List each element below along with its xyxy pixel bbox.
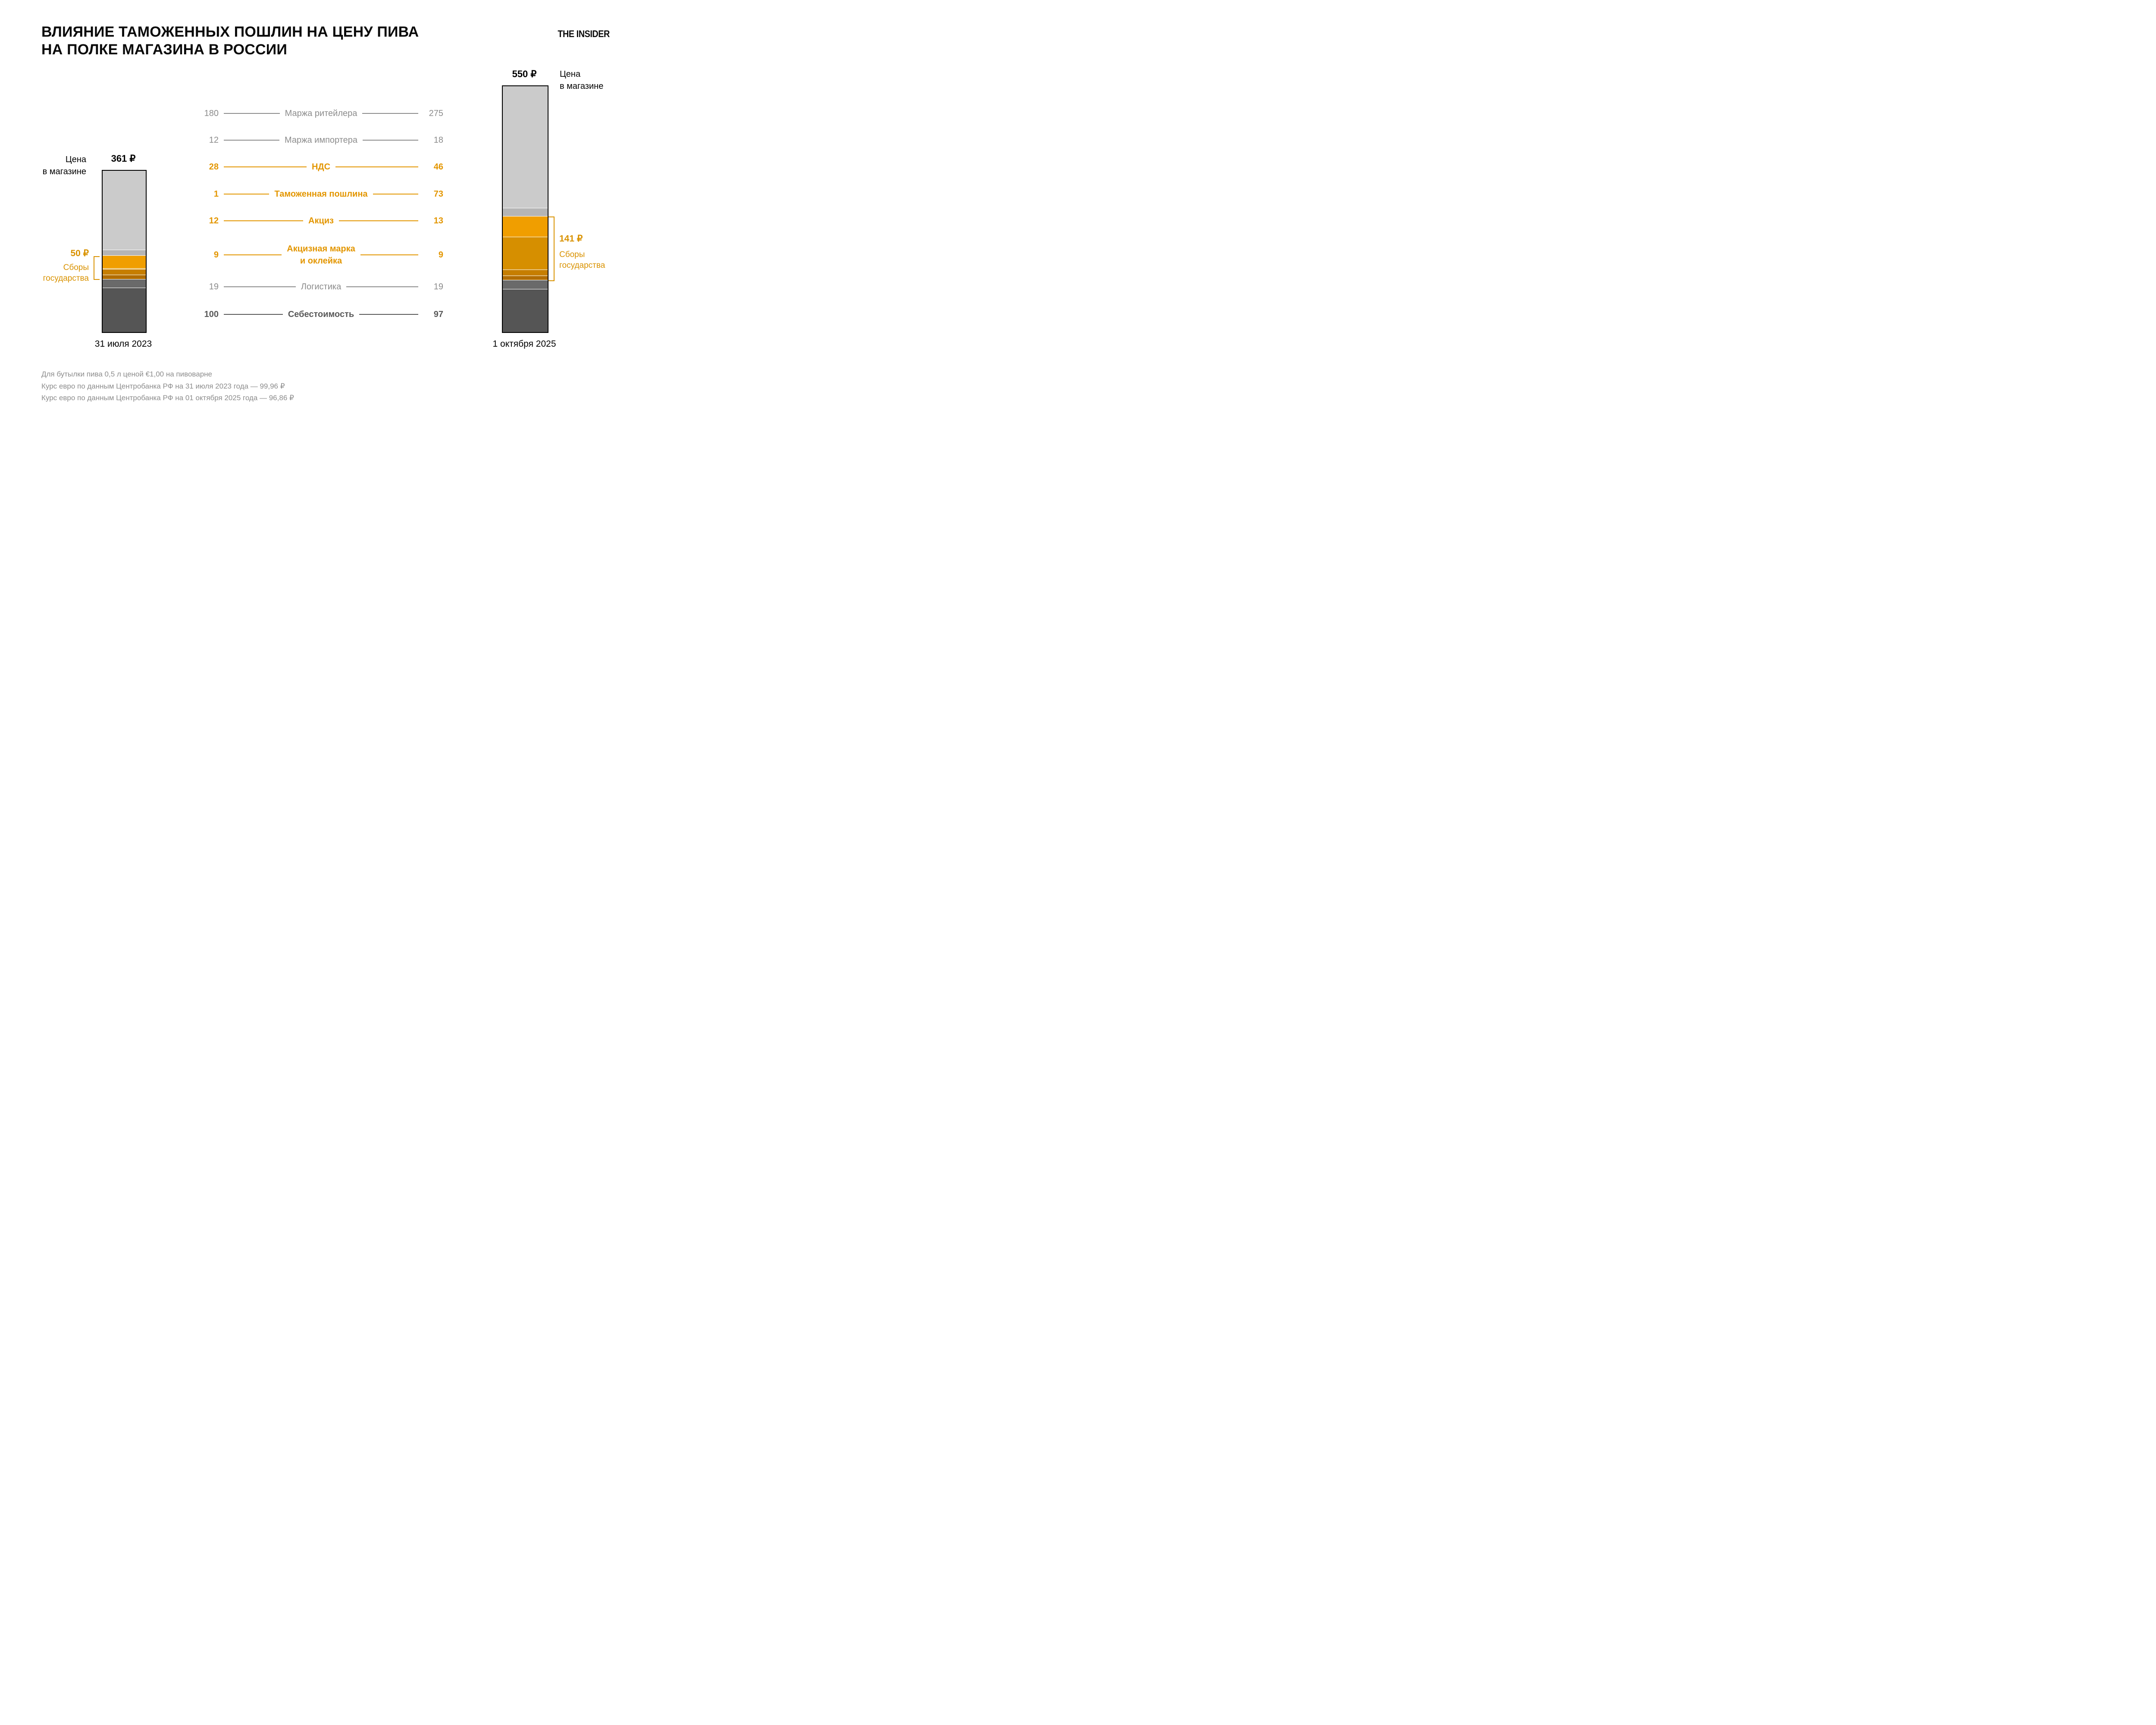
gov-fees-bracket-left — [94, 256, 100, 280]
shelf-price-caption-left: Цена в магазине — [42, 155, 86, 177]
bar-segment-retailer-margin — [503, 86, 548, 208]
value-2023-excise-stamp: 9 — [213, 250, 219, 260]
shelf-price-caption-right: Цена в магазине — [560, 69, 604, 91]
legend-row-production-cost: 100 Себестоимость 97 — [192, 308, 443, 321]
component-label-importer-margin: Маржа импортера — [284, 135, 358, 145]
connector-line — [224, 166, 307, 167]
legend-row-excise: 12 Акциз 13 — [192, 214, 443, 227]
connector-line — [339, 220, 419, 221]
component-label-excise: Акциз — [308, 216, 334, 226]
connector-line — [362, 113, 419, 114]
value-2023-production-cost: 100 — [204, 309, 219, 319]
gov-fees-caption-right: Сборы государства — [559, 250, 605, 270]
connector-line — [224, 286, 296, 287]
stacked-bar-2025 — [502, 85, 548, 333]
legend-row-importer-margin: 12 Маржа импортера 18 — [192, 134, 443, 147]
footnote-1: Для бутылки пива 0,5 л ценой €1,00 на пи… — [41, 370, 213, 378]
connector-line — [224, 113, 280, 114]
connector-line — [363, 140, 418, 141]
value-2023-excise: 12 — [209, 216, 219, 226]
gov-fees-bracket-right — [548, 216, 555, 281]
value-2025-importer-margin: 18 — [433, 135, 443, 145]
component-label-customs-duty: Таможенная пошлина — [274, 189, 368, 199]
legend-row-vat: 28 НДС 46 — [192, 160, 443, 173]
value-2025-production-cost: 97 — [433, 309, 444, 319]
value-2023-logistics: 19 — [209, 282, 219, 292]
value-2023-customs-duty: 1 — [213, 189, 219, 199]
date-label-2023: 31 июля 2023 — [94, 339, 152, 349]
value-2025-logistics: 19 — [433, 282, 444, 292]
footnote-2: Курс евро по данным Центробанка РФ на 31… — [41, 382, 285, 390]
bar-segment-excise-stamp — [503, 276, 548, 280]
value-2025-vat: 46 — [433, 162, 444, 172]
gov-fees-label-right: 141 ₽ Сборы государства — [559, 233, 605, 271]
component-label-logistics: Логистика — [301, 282, 342, 292]
page-title: ВЛИЯНИЕ ТАМОЖЕННЫХ ПОШЛИН НА ЦЕНУ ПИВА Н… — [41, 24, 419, 58]
bar-segment-excise — [103, 269, 146, 275]
value-2023-retailer-margin: 180 — [204, 108, 219, 118]
component-label-excise-stamp: Акцизная марка и оклейка — [287, 244, 355, 266]
infographic-canvas: ВЛИЯНИЕ ТАМОЖЕННЫХ ПОШЛИН НА ЦЕНУ ПИВА Н… — [0, 0, 647, 431]
connector-line — [224, 314, 283, 315]
gov-fees-amount-left: 50 ₽ — [70, 248, 89, 258]
gov-fees-label-left: 50 ₽ Сборы государства — [9, 248, 89, 284]
the-insider-logo: THE INSIDER — [558, 28, 610, 39]
connector-line — [224, 254, 282, 255]
total-price-right: 550 ₽ — [512, 69, 537, 79]
bar-segment-excise-stamp — [103, 275, 146, 279]
total-price-left: 361 ₽ — [111, 153, 136, 164]
value-2025-retailer-margin: 275 — [429, 108, 444, 118]
bar-segment-production-cost — [503, 289, 548, 332]
date-label-2025: 1 октября 2025 — [492, 339, 556, 349]
bar-segment-retailer-margin — [103, 171, 146, 250]
legend-row-retailer-margin: 180 Маржа ритейлера 275 — [192, 107, 443, 120]
value-2025-excise: 13 — [433, 216, 444, 226]
bar-segment-importer-margin — [103, 250, 146, 256]
legend-row-customs-duty: 1 Таможенная пошлина 73 — [192, 188, 443, 201]
bar-segment-customs-duty — [503, 237, 548, 270]
bar-segment-importer-margin — [503, 208, 548, 216]
gov-fees-amount-right: 141 ₽ — [559, 234, 583, 244]
footnotes: Для бутылки пива 0,5 л ценой €1,00 на пи… — [41, 368, 294, 404]
value-2023-vat: 28 — [209, 162, 219, 172]
bar-segment-excise — [503, 270, 548, 276]
connector-line — [360, 254, 419, 255]
component-label-retailer-margin: Маржа ритейлера — [285, 109, 357, 118]
connector-line — [224, 140, 279, 141]
bar-segment-vat — [503, 216, 548, 237]
bar-segment-logistics — [103, 279, 146, 288]
legend-row-excise-stamp: 9 Акцизная марка и оклейка 9 — [192, 243, 443, 267]
component-label-production-cost: Себестоимость — [288, 310, 354, 319]
component-label-vat: НДС — [311, 162, 331, 172]
stacked-bar-2023 — [102, 170, 147, 333]
connector-line — [359, 314, 419, 315]
value-2023-importer-margin: 12 — [209, 135, 219, 145]
legend-row-logistics: 19 Логистика 19 — [192, 280, 443, 293]
connector-line — [346, 286, 419, 287]
value-2025-customs-duty: 73 — [433, 189, 444, 199]
bar-segment-vat — [103, 256, 146, 268]
bar-segment-logistics — [503, 280, 548, 289]
footnote-3: Курс евро по данным Центробанка РФ на 01… — [41, 394, 294, 402]
bar-segment-production-cost — [103, 288, 146, 332]
connector-line — [224, 220, 304, 221]
connector-line — [335, 166, 419, 167]
value-2025-excise-stamp: 9 — [438, 250, 444, 260]
gov-fees-caption-left: Сборы государства — [43, 263, 89, 283]
